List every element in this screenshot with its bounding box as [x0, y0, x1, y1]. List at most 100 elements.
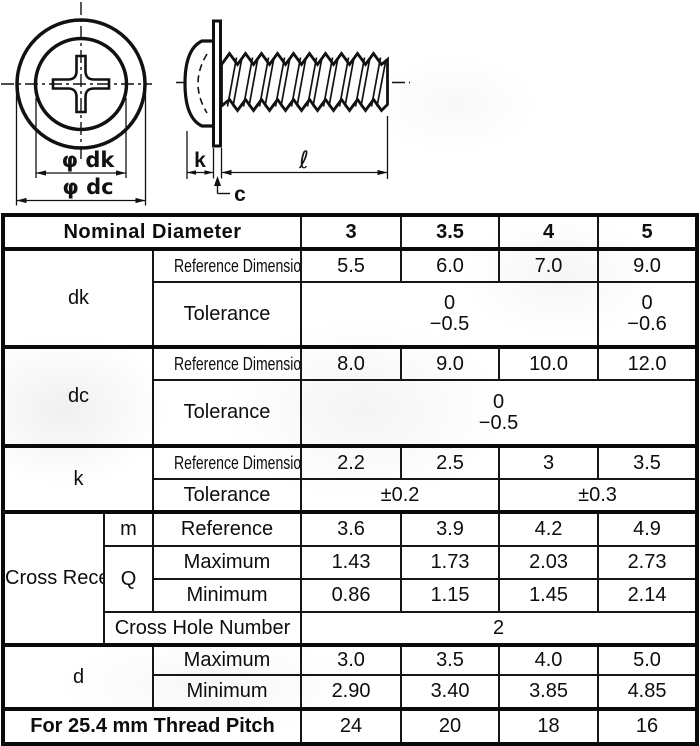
dk-tolerance-value-a: 0 −0.5 [300, 281, 600, 348]
k-tolerance-value-b: ±0.3 [498, 478, 699, 513]
dk-tolerance-value-b: 0 −0.6 [597, 281, 699, 348]
phillips-recess-icon [51, 54, 111, 114]
dc-row-label: dc [2, 345, 154, 447]
q-maximum-row: Q Maximum 1.43 1.73 2.03 2.73 [3, 545, 699, 613]
dk-ref-value: 5.5 [300, 247, 403, 283]
k-ref-value: 3 [498, 444, 600, 480]
k-ref-value: 3.5 [597, 444, 699, 480]
d-min-value: 3.85 [498, 674, 600, 710]
m-ref-value: 3.9 [400, 510, 501, 547]
d-minimum-label: Minimum [151, 674, 303, 710]
dc-arrow-right-icon [135, 197, 146, 204]
cross-hole-number-value: 2 [300, 611, 699, 646]
k-ref-dims-label: Reference Dimensions [151, 444, 303, 480]
d-minimum-row: Minimum 2.90 3.40 3.85 4.85 [3, 674, 699, 710]
washer-outer-circle [15, 18, 147, 150]
length-arrow-left-icon [221, 169, 232, 176]
specification-table-wrapper: Nominal Diameter 3 3.5 4 5 dk Reference … [1, 213, 700, 746]
k-arrow-left-icon [187, 170, 196, 175]
d-max-value: 4.0 [498, 643, 600, 676]
col-header-5: 5 [597, 214, 699, 250]
dk-row-label: dk [2, 247, 154, 348]
nominal-diameter-label: Nominal Diameter [1, 214, 303, 250]
cross-hole-number-label: Cross Hole Number [102, 611, 303, 646]
k-row-label: k [2, 444, 154, 513]
d-maximum-label: Maximum [151, 643, 303, 676]
q-minimum-row: Minimum 0.86 1.15 1.45 2.14 [3, 578, 699, 613]
col-header-3-5: 3.5 [400, 214, 501, 250]
d-maximum-row: d Maximum 3.0 3.5 4.0 5.0 [2, 643, 699, 710]
d-max-value: 3.5 [400, 643, 501, 676]
dim-label-length: ℓ [298, 146, 309, 174]
q-min-value: 2.14 [597, 578, 699, 613]
dk-tolerance-row: Tolerance 0 −0.5 0 −0.6 [3, 281, 699, 348]
dc-ref-value: 8.0 [300, 345, 403, 381]
dim-label-c: c [234, 183, 246, 206]
thread-flank-lines [226, 57, 387, 107]
screw-head-profile [183, 39, 213, 128]
m-reference-label: Reference [151, 510, 303, 547]
cross-hole-number-row: Cross Hole Number 2 [3, 611, 699, 646]
thread-pitch-label: For 25.4 mm Thread Pitch [1, 707, 303, 745]
dk-arrow-left-icon [36, 170, 46, 176]
m-ref-value: 4.2 [498, 510, 600, 547]
dc-arrow-left-icon [16, 197, 27, 204]
q-min-value: 1.15 [400, 578, 501, 613]
recess-hidden-line [197, 53, 208, 114]
dc-ref-value: 12.0 [597, 345, 699, 381]
screw-technical-drawing: φ dk φ dc [1, 2, 410, 206]
k-tolerance-value-a: ±0.2 [300, 478, 501, 513]
dim-label-phi-dk: φ dk [62, 148, 116, 172]
length-arrow-right-icon [377, 169, 388, 176]
dc-reference-row: dc Reference Dimensions 8.0 9.0 10.0 12.… [2, 345, 699, 447]
dc-ref-value: 9.0 [400, 345, 501, 381]
d-row-label: d [2, 643, 154, 710]
cross-recess-hole-label: Cross Recess Hole [2, 510, 105, 646]
dk-reference-row: dk Reference Dimensions 5.5 6.0 7.0 9.0 [2, 247, 699, 348]
q-label: Q [103, 545, 154, 613]
thread-pitch-value: 24 [300, 707, 403, 745]
dk-tolerance-label: Tolerance [151, 281, 303, 348]
dc-tolerance-value: 0 −0.5 [300, 379, 699, 447]
m-label: m [103, 510, 154, 547]
col-header-4: 4 [498, 214, 600, 250]
k-reference-row: k Reference Dimensions 2.2 2.5 3 3.5 [2, 444, 699, 513]
d-min-value: 3.40 [400, 674, 501, 710]
d-min-value: 2.90 [300, 674, 403, 710]
thread-pitch-value: 20 [400, 707, 501, 745]
dc-tolerance-label: Tolerance [151, 379, 303, 447]
q-min-value: 0.86 [300, 578, 403, 613]
dim-label-phi-dc: φ dc [62, 175, 113, 199]
head-circle [33, 36, 129, 132]
k-arrow-right-icon [204, 170, 214, 175]
dk-ref-dims-label: Reference Dimensions [151, 247, 303, 283]
q-max-value: 1.43 [300, 545, 403, 580]
thread-pitch-value: 18 [498, 707, 600, 745]
thread-pitch-value: 16 [597, 707, 699, 745]
screw-side-view: k ℓ c [176, 19, 410, 206]
m-ref-value: 3.6 [300, 510, 403, 547]
dk-ref-value: 7.0 [498, 247, 600, 283]
q-maximum-label: Maximum [151, 545, 303, 580]
screw-spec-table: Nominal Diameter 3 3.5 4 5 dk Reference … [1, 213, 700, 746]
k-ref-value: 2.2 [300, 444, 403, 480]
thread-pitch-row: For 25.4 mm Thread Pitch 24 20 18 16 [1, 707, 699, 745]
d-max-value: 5.0 [597, 643, 699, 676]
dim-label-k: k [194, 149, 206, 172]
q-max-value: 2.03 [498, 545, 600, 580]
k-tolerance-row: Tolerance ±0.2 ±0.3 [3, 478, 699, 513]
q-max-value: 2.73 [597, 545, 699, 580]
dk-arrow-right-icon [116, 170, 126, 176]
k-ref-value: 2.5 [400, 444, 501, 480]
q-max-value: 1.73 [400, 545, 501, 580]
c-arrow-up-icon [214, 176, 221, 186]
d-max-value: 3.0 [300, 643, 403, 676]
dk-ref-value: 6.0 [400, 247, 501, 283]
d-min-value: 4.85 [597, 674, 699, 710]
dc-tolerance-row: Tolerance 0 −0.5 [3, 379, 699, 447]
cross-recess-m-row: Cross Recess Hole m Reference 3.6 3.9 4.… [2, 510, 699, 646]
m-ref-value: 4.9 [597, 510, 699, 547]
screw-front-view: φ dk φ dc [1, 2, 152, 206]
k-tolerance-label: Tolerance [151, 478, 303, 513]
dc-ref-dims-label: Reference Dimensions [151, 345, 303, 381]
